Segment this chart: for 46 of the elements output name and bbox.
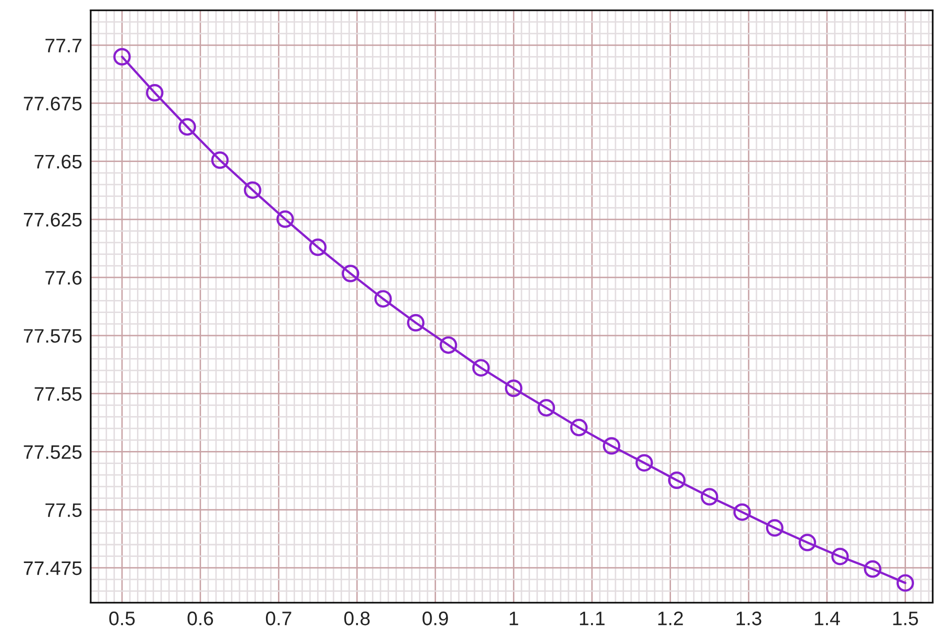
point xyxy=(113,48,131,66)
point xyxy=(538,399,556,417)
point xyxy=(244,181,262,199)
y-tick-label: 77.6 xyxy=(46,270,82,285)
x-tick-label: 0.6 xyxy=(188,612,214,626)
point xyxy=(864,560,882,578)
x-tick-label: 1.4 xyxy=(814,612,840,626)
point xyxy=(668,472,686,490)
point xyxy=(733,503,751,521)
x-tick-label: 1.2 xyxy=(658,612,683,626)
y-tick-label: 77.475 xyxy=(24,562,82,576)
point xyxy=(504,380,522,398)
point xyxy=(211,151,229,169)
point xyxy=(570,418,588,436)
y-tick-label: 77.575 xyxy=(24,329,82,343)
point xyxy=(342,264,360,282)
point xyxy=(472,359,490,377)
point xyxy=(831,548,849,566)
y-tick-label: 77.675 xyxy=(24,96,82,110)
x-tick-label: 0.7 xyxy=(266,612,292,626)
point xyxy=(178,118,196,136)
point xyxy=(798,534,816,552)
x-tick-label: 0.5 xyxy=(109,612,135,626)
y-tick-label: 77.7 xyxy=(46,38,82,52)
point xyxy=(602,437,620,455)
y-tick-label: 77.55 xyxy=(34,387,82,401)
y-tick-label: 77.5 xyxy=(46,503,82,518)
point xyxy=(896,574,914,592)
point xyxy=(374,290,392,308)
point xyxy=(276,210,294,228)
x-tick-label: 0.9 xyxy=(422,612,448,626)
point xyxy=(635,454,653,472)
point xyxy=(146,84,164,102)
y-tick-label: 77.65 xyxy=(34,154,82,169)
y-tick-label: 77.525 xyxy=(24,445,82,459)
point xyxy=(407,314,424,332)
x-tick-label: 1.3 xyxy=(736,612,762,626)
point xyxy=(700,488,718,506)
x-tick-label: 1.1 xyxy=(580,612,605,626)
point xyxy=(766,519,784,537)
y-tick-label: 77.625 xyxy=(24,212,82,227)
point xyxy=(309,238,327,256)
x-tick-label: 1 xyxy=(510,612,518,626)
x-tick-label: 0.8 xyxy=(344,612,370,626)
point xyxy=(440,336,458,354)
x-tick-label: 1.5 xyxy=(893,612,918,626)
